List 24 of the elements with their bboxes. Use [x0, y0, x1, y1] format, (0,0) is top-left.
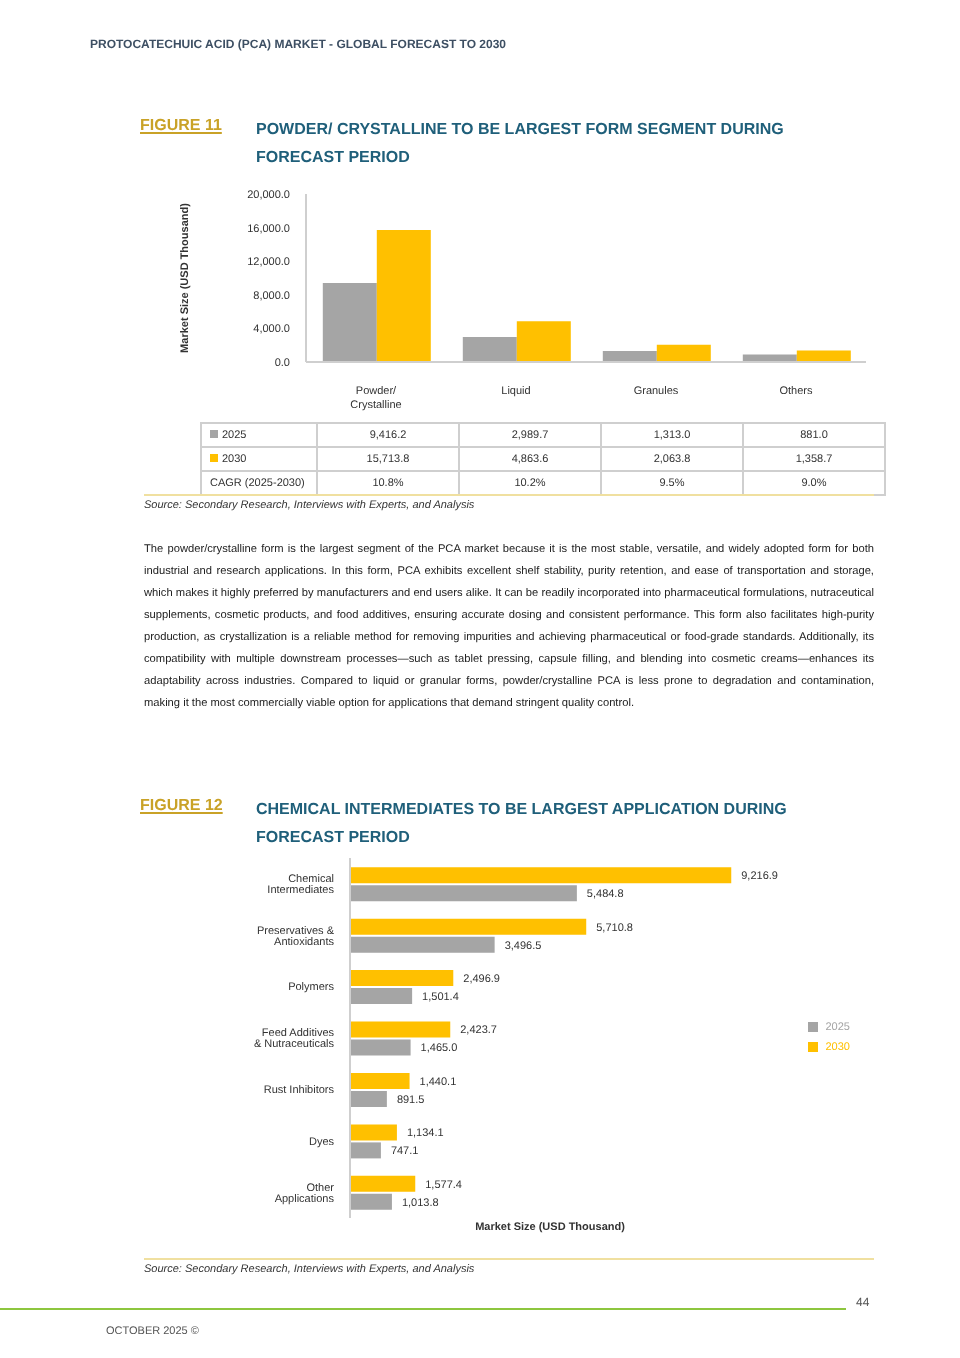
bar	[350, 1039, 411, 1056]
bar	[350, 1175, 416, 1192]
bar	[350, 988, 413, 1005]
bar	[350, 970, 454, 987]
bar	[322, 282, 377, 362]
bar	[350, 918, 587, 935]
bar	[350, 1124, 397, 1141]
bar	[350, 1090, 387, 1107]
bar	[656, 344, 711, 362]
bar	[602, 350, 657, 362]
bar	[350, 1021, 451, 1038]
chart-title: CHEMICAL INTERMEDIATES TO BE LARGEST APPLICATION DURING FORECAST PERIOD	[256, 798, 789, 850]
bar	[350, 1142, 381, 1159]
chart-title: POWDER/ CRYSTALLINE TO BE LARGEST FORM SEGMENT DURING FORECAST PERIOD	[256, 118, 786, 170]
bar	[462, 336, 517, 362]
chart-subtitle: FIGURE 11	[140, 116, 224, 138]
bar	[350, 885, 577, 902]
bar	[350, 867, 732, 884]
bar	[350, 1072, 410, 1089]
bar	[516, 321, 571, 362]
bar	[376, 230, 431, 362]
bar	[350, 936, 495, 953]
text: FIGURE 12	[140, 796, 225, 818]
bar	[350, 1193, 392, 1210]
